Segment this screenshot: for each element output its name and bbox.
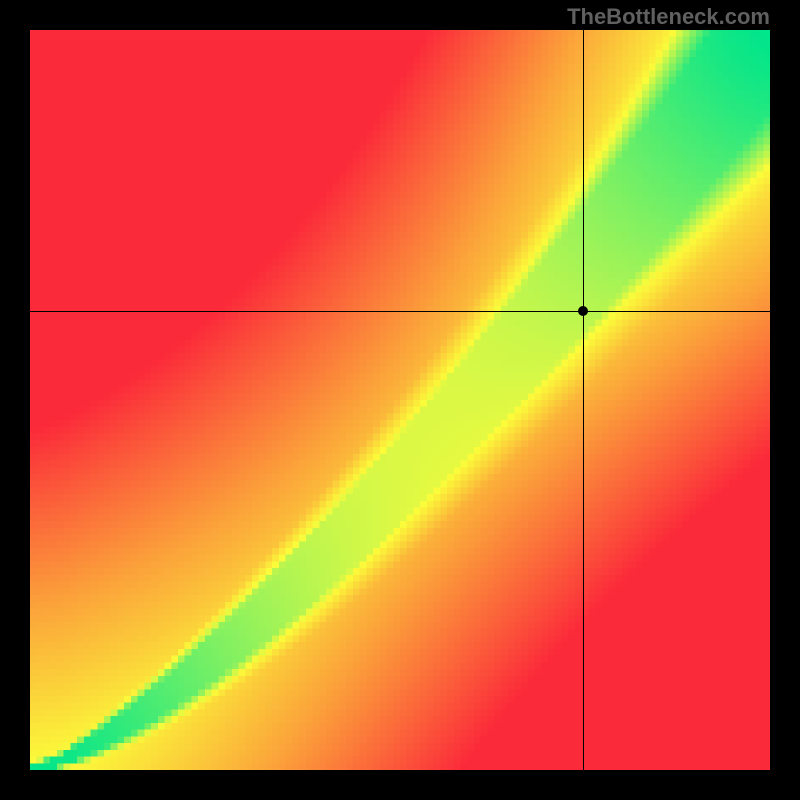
crosshair-dot <box>578 306 588 316</box>
crosshair-vertical <box>583 30 584 770</box>
crosshair-horizontal <box>30 311 770 312</box>
chart-container: { "source_watermark": { "text": "TheBott… <box>0 0 800 800</box>
watermark-text: TheBottleneck.com <box>567 4 770 30</box>
bottleneck-heatmap <box>30 30 770 770</box>
